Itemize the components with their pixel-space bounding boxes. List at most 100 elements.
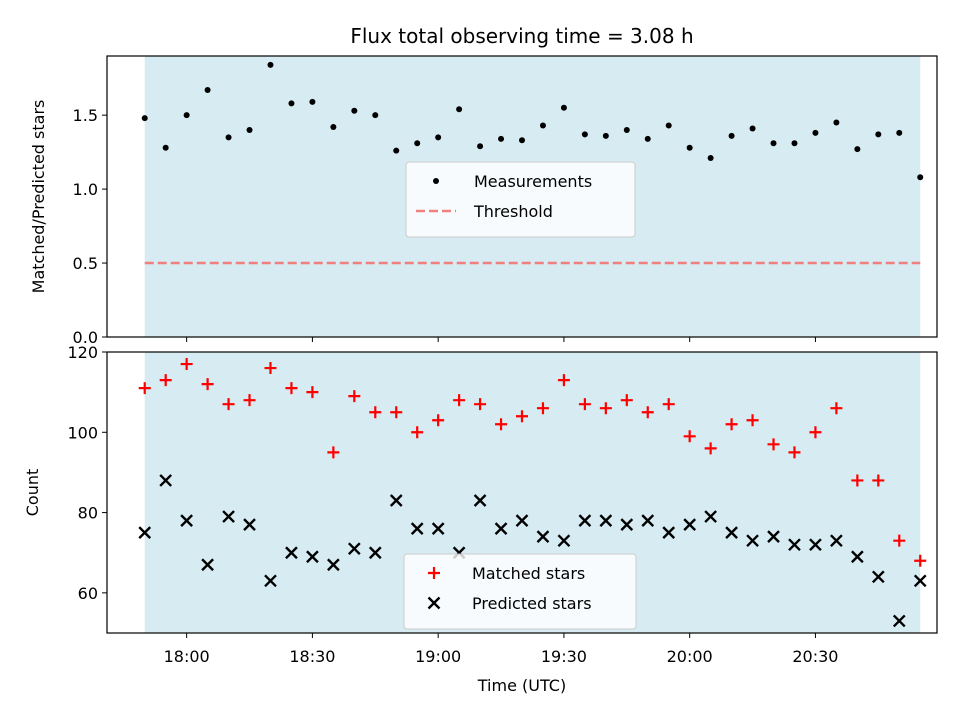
matched-point xyxy=(809,426,822,439)
matched-point xyxy=(620,394,633,407)
matched-point xyxy=(390,406,403,419)
matched-point xyxy=(243,394,256,407)
predicted-point xyxy=(578,514,592,527)
series-predicted-stars xyxy=(138,474,927,628)
predicted-point xyxy=(327,558,340,572)
matched-point xyxy=(432,414,445,427)
measurement-point xyxy=(456,106,463,113)
ratio-panel: 0.0 0.5 1.0 1.5 Matched/Predicted stars Measu… xyxy=(29,55,938,347)
measurement-point xyxy=(875,131,882,138)
predicted-point xyxy=(871,570,885,584)
measurement-point xyxy=(372,112,379,119)
measurement-point xyxy=(414,140,421,147)
predicted-point xyxy=(662,526,676,539)
predicted-point xyxy=(494,522,508,535)
predicted-point xyxy=(431,522,445,535)
matched-point xyxy=(872,474,885,487)
matched-point xyxy=(327,446,340,459)
measurement-point xyxy=(770,140,777,147)
predicted-point xyxy=(347,542,361,556)
x-tick-label: 18:00 xyxy=(164,647,210,666)
y-tick-label: 0.0 xyxy=(73,328,98,347)
predicted-point xyxy=(180,514,193,527)
axes-frame xyxy=(106,55,938,338)
matched-point xyxy=(578,398,591,411)
predicted-point xyxy=(515,514,529,527)
matched-point xyxy=(348,390,361,403)
matched-point xyxy=(914,554,927,567)
measurement-point xyxy=(896,129,903,136)
predicted-point xyxy=(809,538,822,552)
legend-label: Measurements xyxy=(474,172,592,191)
measurement-point xyxy=(351,107,358,114)
x-tick-label: 20:30 xyxy=(792,647,838,666)
measurement-point xyxy=(477,143,484,150)
measurement-point xyxy=(665,122,672,129)
legend: Matched stars Predicted stars xyxy=(403,553,637,630)
x-tick-label: 18:30 xyxy=(289,647,335,666)
chart-title: Flux total observing time = 3.08 h xyxy=(350,24,693,48)
series-measurements xyxy=(141,61,924,181)
predicted-point xyxy=(620,518,634,531)
predicted-point xyxy=(683,518,697,531)
measurement-point xyxy=(539,122,546,129)
predicted-point xyxy=(285,546,298,560)
matched-point xyxy=(180,358,193,371)
matched-point xyxy=(306,386,319,399)
measurement-point xyxy=(707,155,714,162)
matched-point xyxy=(641,406,654,419)
matched-point xyxy=(159,374,172,387)
legend-predicted-swatch xyxy=(427,596,441,610)
measurement-point xyxy=(183,112,190,119)
measurement-point xyxy=(917,174,924,181)
measurement-point xyxy=(288,100,295,107)
x-tick-label: 19:30 xyxy=(541,647,587,666)
matched-point xyxy=(222,398,235,411)
y-tick-label: 1.0 xyxy=(73,180,98,199)
series-matched-stars xyxy=(138,358,927,567)
x-tick-label: 20:00 xyxy=(667,647,713,666)
predicted-point xyxy=(725,526,738,539)
matched-point xyxy=(893,534,906,547)
y-axis-label: Count xyxy=(23,469,42,517)
matched-point xyxy=(138,382,151,395)
legend-label: Matched stars xyxy=(472,564,585,583)
predicted-point xyxy=(704,510,717,523)
measurement-point xyxy=(644,135,651,142)
predicted-point xyxy=(368,546,382,560)
predicted-point xyxy=(306,550,319,564)
matched-point xyxy=(851,474,864,487)
predicted-point xyxy=(201,558,214,572)
x-tick-label: 19:00 xyxy=(415,647,461,666)
y-tick-label: 60 xyxy=(78,584,98,603)
measurement-point xyxy=(141,115,148,122)
measurement-point xyxy=(225,134,232,141)
measurement-point xyxy=(519,137,525,144)
measurement-point xyxy=(435,134,442,141)
matched-point xyxy=(453,394,466,407)
measurement-point xyxy=(330,123,337,130)
matched-point xyxy=(474,398,487,411)
predicted-point xyxy=(767,530,780,544)
predicted-point xyxy=(389,494,403,507)
matched-point xyxy=(201,378,214,391)
matched-point xyxy=(536,402,549,415)
predicted-point xyxy=(536,530,550,544)
measurement-point xyxy=(498,135,505,142)
matched-point xyxy=(369,406,382,419)
measurement-point xyxy=(812,129,819,136)
y-tick-label: 100 xyxy=(67,423,98,442)
predicted-point xyxy=(222,510,235,523)
matched-point xyxy=(704,442,717,455)
x-axis-label: Time (UTC) xyxy=(477,676,566,695)
matched-point xyxy=(264,362,277,375)
predicted-point xyxy=(788,538,801,552)
y-axis-label: Matched/Predicted stars xyxy=(29,100,48,294)
y-tick-label: 80 xyxy=(78,504,98,523)
legend-box xyxy=(403,553,637,630)
measurement-point xyxy=(623,126,630,133)
predicted-point xyxy=(746,534,759,548)
measurement-point xyxy=(581,131,588,138)
measurement-point xyxy=(162,144,169,151)
